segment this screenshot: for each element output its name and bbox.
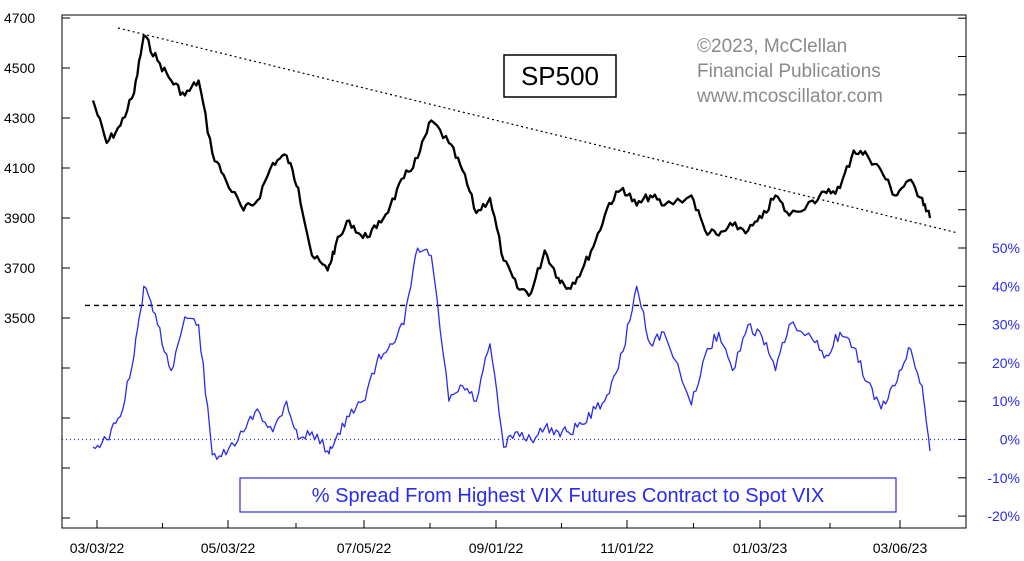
credit-block: ©2023, McClellan Financial Publications …: [696, 36, 883, 107]
x-tick-label: 07/05/22: [337, 540, 392, 556]
plot-frame: [61, 14, 967, 529]
right-tick-label: 40%: [992, 278, 1020, 294]
right-tick-label: -20%: [987, 508, 1020, 524]
series: [91, 34, 932, 461]
left-tick-label: 3900: [4, 210, 35, 226]
x-tick-label: 03/03/22: [70, 540, 125, 556]
left-tick-label: 4100: [4, 160, 35, 176]
right-tick-label: 30%: [992, 317, 1020, 333]
right-axis: 50% 40% 30% 20% 10% 0% -10% -20%: [987, 240, 1020, 524]
credit-line-2: Financial Publications: [697, 61, 881, 82]
credit-line-1: ©2023, McClellan: [697, 36, 847, 57]
right-tick-label: 10%: [992, 393, 1020, 409]
right-tick-label: 0%: [1000, 432, 1020, 448]
left-tick-label: 3500: [4, 310, 35, 326]
caption-box: % Spread From Highest VIX Futures Contra…: [239, 477, 897, 513]
vix-spread-line: [92, 247, 931, 461]
chart-title: SP500: [521, 61, 599, 91]
title-box: SP500: [503, 54, 617, 98]
credit-line-3: www.mcoscillator.com: [696, 86, 883, 107]
sp500-line: [91, 34, 932, 297]
left-tick-label: 4700: [4, 10, 35, 26]
x-tick-label: 01/03/23: [733, 540, 788, 556]
x-axis: 03/03/22 05/03/22 07/05/22 09/01/22 11/01/22…: [70, 540, 928, 556]
left-tick-label: 4500: [4, 60, 35, 76]
x-tick-label: 09/01/22: [469, 540, 524, 556]
x-tick-label: 05/03/22: [201, 540, 256, 556]
spread-caption: % Spread From Highest VIX Futures Contra…: [312, 485, 824, 507]
x-tick-label: 11/01/22: [600, 540, 654, 556]
x-tick-label: 03/06/23: [873, 540, 928, 556]
right-tick-label: -10%: [987, 470, 1020, 486]
left-tick-label: 3700: [4, 260, 35, 276]
left-tick-label: 4300: [4, 110, 35, 126]
right-tick-label: 50%: [992, 240, 1020, 256]
grid-ticks: [62, 17, 966, 528]
left-axis: 4700 4500 4300 4100 3900 3700 3500: [4, 10, 35, 326]
right-tick-label: 20%: [992, 355, 1020, 371]
